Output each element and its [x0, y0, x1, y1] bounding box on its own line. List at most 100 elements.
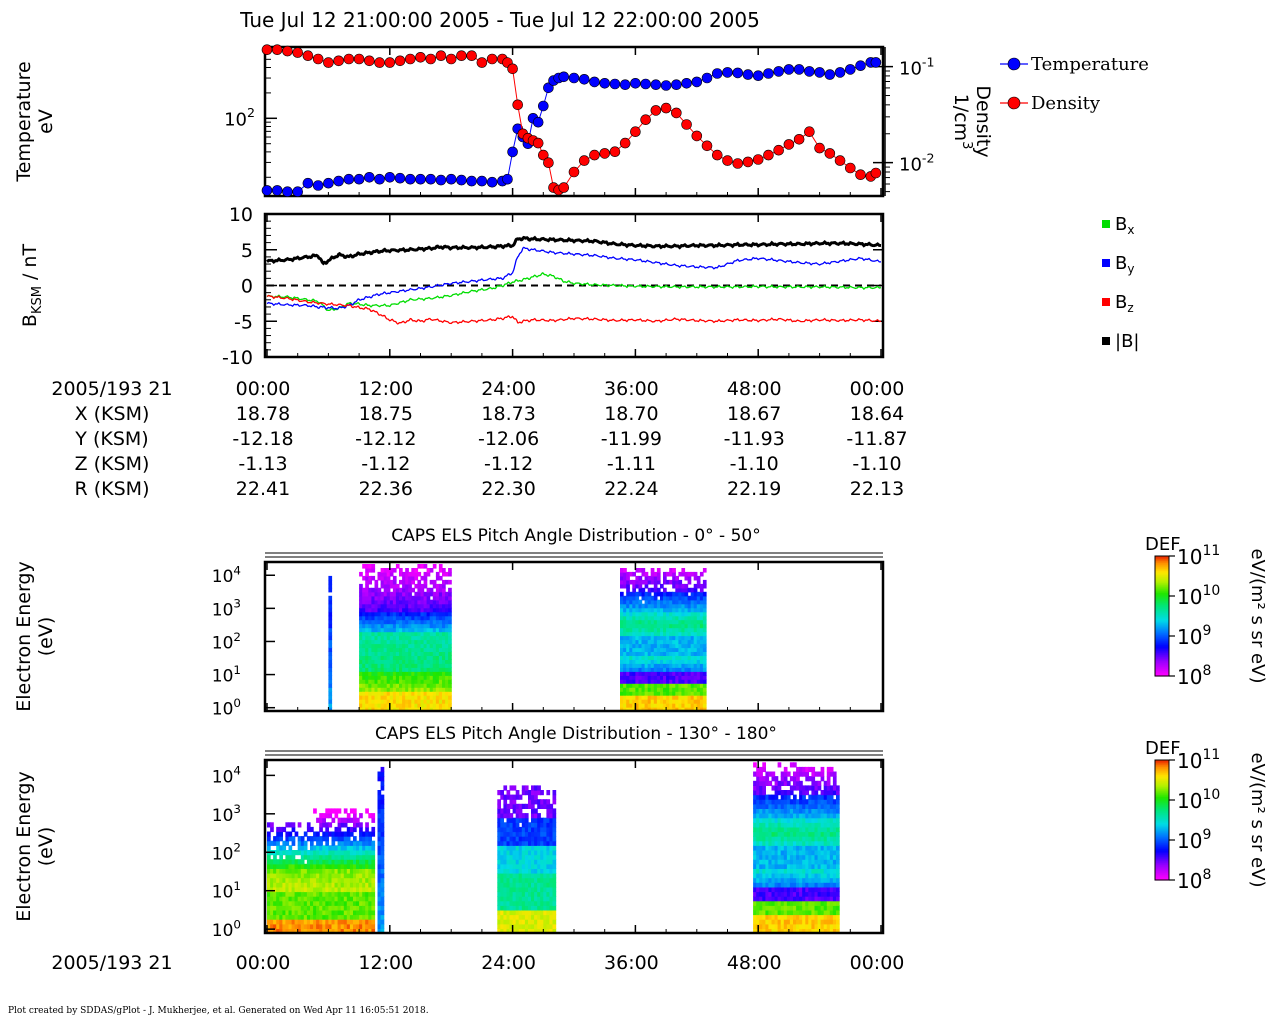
els-pitch-0-50-cell	[666, 615, 670, 621]
els-pitch-0-50-cell	[417, 659, 422, 664]
els-pitch-130-180-cell	[805, 799, 809, 805]
els-pitch-0-50-cell	[371, 599, 376, 605]
els-pitch-0-50-cell	[417, 691, 422, 696]
els-pitch-0-50-cell	[663, 683, 667, 688]
els-pitch-130-180-cell	[512, 840, 517, 846]
els-pitch-130-180-cell	[829, 813, 834, 819]
els-pitch-130-180-data-block-0	[267, 822, 311, 934]
els-pitch-0-50-cell	[423, 611, 428, 617]
els-pitch-130-180-cell	[540, 863, 544, 869]
els-pitch-130-180-cell	[497, 905, 501, 911]
els-pitch-0-50-cell	[623, 603, 627, 609]
els-pitch-0-50-cell	[389, 599, 394, 605]
els-pitch-130-180-cell	[537, 840, 541, 846]
els-pitch-0-50-cell	[620, 699, 624, 704]
els-pitch-0-50-cell	[371, 667, 376, 672]
els-pitch-0-50-cell	[371, 655, 376, 660]
els-pitch-130-180-cell	[346, 877, 351, 883]
els-pitch-130-180-cell	[808, 891, 812, 897]
els-pitch-0-50-cell	[392, 607, 397, 613]
els-pitch-0-50-cell	[429, 695, 434, 700]
els-pitch-130-180-cell	[799, 845, 803, 851]
els-pitch-130-180-cell	[521, 831, 526, 837]
els-pitch-130-180-cell	[531, 822, 535, 828]
els-pitch-0-50-cell	[699, 639, 704, 645]
els-pitch-130-180-cell	[334, 905, 339, 911]
els-pitch-130-180-cell	[814, 799, 819, 805]
els-pitch-0-50-cell	[365, 587, 369, 593]
els-pitch-130-180-cell	[823, 914, 828, 920]
els-pitch-0-50-cell	[411, 635, 415, 641]
els-pitch-130-180-cell	[546, 850, 551, 856]
els-pitch-130-180-cell	[823, 859, 828, 865]
els-pitch-130-180-cell	[789, 877, 794, 883]
els-pitch-130-180-cell	[279, 877, 283, 883]
els-pitch-130-180-cell	[756, 914, 760, 920]
els-pitch-130-180-colorbar-cell	[1155, 794, 1169, 797]
els-pitch-130-180-cell	[808, 914, 812, 920]
els-pitch-0-50-cell	[660, 635, 664, 641]
els-pitch-0-50-cell	[650, 595, 655, 601]
els-pitch-130-180-cell	[823, 780, 828, 786]
temperature-point	[394, 172, 406, 184]
els-pitch-130-180-cell	[534, 900, 538, 906]
els-pitch-0-50-cell	[681, 691, 686, 696]
els-pitch-0-50-cell	[672, 675, 676, 680]
els-pitch-130-180-cell	[500, 914, 504, 920]
els-pitch-130-180-cell	[762, 891, 766, 897]
els-pitch-130-180-cell	[353, 873, 357, 879]
els-pitch-130-180-cell	[552, 808, 557, 814]
els-pitch-0-50-cell	[666, 619, 670, 625]
els-pitch-130-180-cell	[786, 826, 791, 833]
els-pitch-130-180-cell	[380, 905, 385, 911]
els-pitch-130-180-cell	[796, 850, 800, 856]
els-pitch-130-180-cell	[546, 836, 551, 842]
els-pitch-130-180-cell	[534, 826, 538, 833]
els-pitch-0-50-cell	[432, 667, 437, 672]
els-pitch-0-50-cell	[402, 639, 406, 645]
els-pitch-130-180-cell	[805, 776, 809, 782]
els-pitch-130-180-cell	[546, 919, 551, 925]
els-pitch-0-50-cell	[395, 667, 400, 672]
els-pitch-0-50-cell	[380, 599, 385, 605]
els-pitch-0-50-cell	[420, 583, 425, 589]
els-pitch-130-180-cell	[774, 785, 779, 791]
els-pitch-130-180-cell	[306, 914, 311, 920]
els-pitch-130-180-cell	[353, 923, 357, 929]
els-pitch-0-50-cell	[448, 707, 452, 712]
els-pitch-0-50-cell	[650, 683, 655, 688]
els-pitch-0-50-cell	[414, 583, 419, 589]
els-pitch-0-50-cell	[359, 631, 363, 637]
els-pitch-0-50-cell	[435, 691, 440, 696]
els-pitch-0-50-cell	[402, 643, 406, 649]
els-pitch-0-50-cell	[696, 643, 701, 649]
els-pitch-130-180-cell	[340, 891, 345, 897]
els-pitch-0-50-cell	[638, 635, 643, 641]
els-pitch-0-50-cell	[411, 575, 415, 581]
els-pitch-0-50-cell	[359, 591, 363, 597]
els-pitch-0-50-cell	[414, 623, 419, 629]
els-pitch-0-50-cell	[362, 599, 366, 605]
els-pitch-0-50-cell	[702, 703, 707, 708]
els-pitch-0-50-cell	[647, 639, 652, 645]
els-pitch-0-50-cell	[690, 627, 695, 633]
els-pitch-0-50-cell	[371, 619, 376, 625]
els-pitch-0-50-cell	[620, 591, 624, 597]
els-pitch-0-50-cell	[399, 687, 403, 692]
els-pitch-0-50-cell	[389, 619, 394, 625]
els-pitch-130-180-cell	[303, 845, 308, 851]
els-pitch-130-180-cell	[340, 859, 345, 865]
els-pitch-130-180-cell	[759, 780, 763, 786]
els-pitch-0-50-cell	[328, 699, 333, 704]
els-pitch-130-180-cell	[353, 817, 357, 823]
bfield-tick-label: -5	[234, 311, 253, 333]
els-pitch-130-180-cell	[500, 850, 504, 856]
els-pitch-130-180-cell	[768, 928, 773, 934]
els-pitch-0-50-cell	[365, 599, 369, 605]
els-pitch-0-50-cell	[632, 627, 636, 633]
temperature-point	[445, 173, 457, 185]
els-pitch-0-50-cell	[675, 703, 679, 708]
els-pitch-0-50-colorbar-cell	[1155, 598, 1169, 601]
els-pitch-130-180-cell	[322, 877, 326, 883]
els-pitch-130-180-cell	[753, 877, 757, 883]
